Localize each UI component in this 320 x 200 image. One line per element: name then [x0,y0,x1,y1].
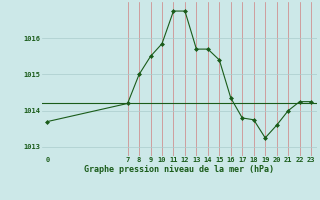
X-axis label: Graphe pression niveau de la mer (hPa): Graphe pression niveau de la mer (hPa) [84,165,274,174]
